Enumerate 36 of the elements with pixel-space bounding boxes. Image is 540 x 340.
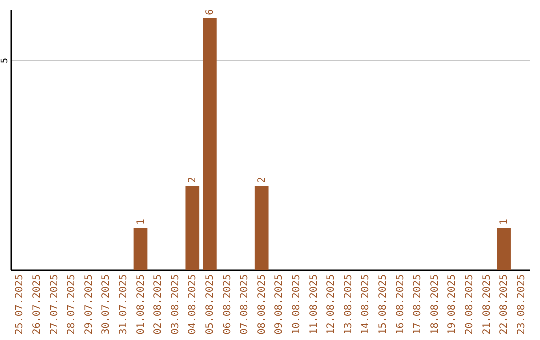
x-tick-label: 07.08.2025 [240,274,251,335]
x-tick-label: 06.08.2025 [222,274,234,335]
x-tick-label: 16.08.2025 [395,274,406,335]
data-label: 2 [256,177,268,184]
x-tick-label: 22.08.2025 [499,274,510,335]
x-tick-label: 18.08.2025 [430,274,441,335]
x-tick-label: 28.07.2025 [66,274,78,335]
x-tick-label: 25.07.2025 [14,274,26,335]
x-tick-label: 08.08.2025 [256,274,268,335]
x-tick-label: 19.08.2025 [447,274,458,335]
x-tick-label: 31.07.2025 [118,274,130,335]
x-tick-label: 05.08.2025 [204,274,216,335]
x-tick-label: 03.08.2025 [170,274,182,335]
x-tick-label: 20.08.2025 [464,274,476,335]
data-label: 6 [204,9,216,16]
x-tick-label: 13.08.2025 [343,274,354,335]
y-tick-label: 5 [0,58,10,64]
x-tick-label: 09.08.2025 [274,274,286,335]
x-tick-label: 14.08.2025 [360,274,372,335]
x-tick-label: 10.08.2025 [291,274,302,335]
x-tick-label: 29.07.2025 [84,274,95,335]
data-label: 1 [499,219,510,226]
x-tick-label: 15.08.2025 [378,274,389,335]
x-tick-label: 23.08.2025 [516,274,528,335]
x-tick-label: 02.08.2025 [153,274,164,335]
data-label: 1 [136,219,147,226]
x-tick-label: 17.08.2025 [412,274,424,335]
x-tick-label: 27.07.2025 [49,274,60,335]
x-tick-label: 12.08.2025 [326,274,338,335]
data-label: 2 [188,177,199,184]
x-tick-label: 30.07.2025 [101,274,112,335]
x-tick-label: 04.08.2025 [188,274,199,335]
x-tick-label: 21.08.2025 [482,274,493,335]
x-tick-label: 11.08.2025 [308,274,320,335]
x-tick-label: 26.07.2025 [32,274,43,335]
x-tick-label: 01.08.2025 [136,274,147,335]
